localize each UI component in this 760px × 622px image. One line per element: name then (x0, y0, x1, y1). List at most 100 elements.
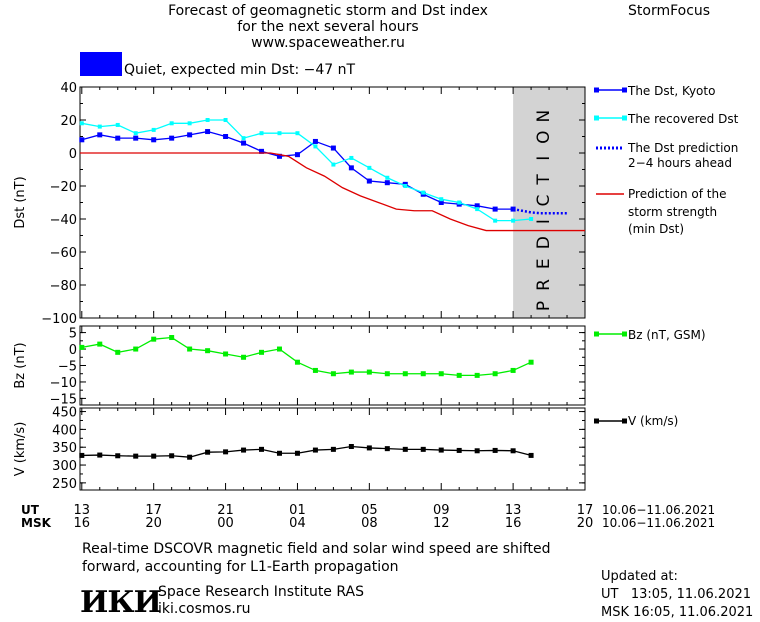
data-point-bz (115, 349, 121, 355)
data-point-bz (133, 346, 139, 352)
legend-label-dst_kyoto: The Dst, Kyoto (627, 84, 715, 98)
data-point-dst_recovered (223, 118, 228, 122)
legend-marker-dst_recovered (622, 115, 627, 121)
y-tick-label: 450 (52, 406, 77, 421)
data-point-dst_kyoto (223, 134, 229, 139)
data-point-bz (420, 371, 426, 377)
institute-name: Space Research Institute RAS (158, 584, 364, 600)
data-point-speed (330, 446, 336, 452)
status-swatch (80, 52, 122, 76)
data-point-dst_recovered (367, 165, 372, 170)
data-point-dst_recovered (475, 207, 480, 212)
ut-tick-label: 01 (289, 503, 306, 518)
data-point-bz (79, 344, 85, 350)
data-point-dst_recovered (169, 121, 174, 126)
prediction-label-letter: R (534, 279, 554, 291)
msk-date-range: 10.06−11.06.2021 (602, 516, 716, 530)
y-tick-label: 0 (69, 343, 77, 358)
y-tick-label: −100 (41, 312, 77, 327)
data-point-dst_recovered (79, 121, 84, 126)
data-point-dst_kyoto (384, 180, 390, 186)
legend-marker-dst_kyoto (622, 87, 627, 93)
y-axis-label: Dst (nT) (13, 176, 28, 228)
title-line-3: www.spaceweather.ru (251, 35, 405, 51)
series-line-dst_prediction (512, 207, 568, 215)
data-point-speed (223, 449, 229, 455)
data-point-bz (384, 371, 390, 377)
y-tick-label: −10 (50, 376, 77, 391)
data-point-speed (169, 453, 175, 459)
data-point-speed (366, 445, 372, 451)
msk-tick-label: 00 (217, 516, 234, 531)
series-line-bz (81, 336, 532, 377)
panel-frame (79, 86, 586, 319)
ut-tick-label: 17 (145, 503, 162, 518)
y-tick-label: 5 (69, 327, 77, 342)
status-text: Quiet, expected min Dst: −47 nT (124, 62, 356, 78)
footnote-line-2: forward, accounting for L1-Earth propaga… (82, 559, 399, 575)
y-tick-label: −60 (50, 246, 77, 261)
updated-ut: UT 13:05, 11.06.2021 (601, 587, 752, 602)
legend-label-dst_prediction: The Dst prediction (627, 141, 738, 155)
data-point-bz (169, 335, 175, 341)
data-point-bz (97, 341, 103, 347)
data-point-speed (510, 448, 516, 454)
data-point-speed (348, 444, 354, 450)
data-point-bz (187, 346, 193, 352)
data-point-speed (97, 452, 103, 458)
series-line-dst_kyoto (81, 130, 514, 210)
panel-frame (79, 407, 586, 491)
data-point-bz (366, 369, 372, 375)
data-point-dst_kyoto (241, 140, 247, 146)
series-line-dst_recovered (81, 119, 532, 222)
data-point-bz (474, 372, 480, 378)
series-line-storm_strength (80, 152, 585, 232)
data-point-speed (205, 449, 211, 455)
y-tick-label: −20 (50, 180, 77, 195)
prediction-label-letter: I (534, 156, 554, 161)
data-point-dst_recovered (151, 127, 156, 132)
prediction-label-letter: N (534, 110, 554, 123)
prediction-label-letter: I (534, 219, 554, 224)
data-point-dst_kyoto (276, 153, 282, 159)
data-point-speed (115, 453, 121, 459)
data-point-bz (276, 346, 282, 352)
data-point-bz (528, 359, 534, 365)
updated-msk: MSK 16:05, 11.06.2021 (601, 605, 754, 620)
data-point-dst_recovered (457, 200, 462, 205)
prediction-label-letter: P (534, 301, 554, 311)
y-tick-label: 0 (69, 147, 77, 162)
data-point-speed (133, 453, 139, 459)
title-line-2: for the next several hours (237, 19, 419, 35)
msk-axis-label: MSK (21, 516, 51, 530)
data-point-speed (456, 447, 462, 453)
data-point-dst_kyoto (133, 135, 139, 141)
data-point-bz (294, 359, 300, 365)
data-point-speed (402, 446, 408, 452)
y-tick-label: 350 (52, 441, 77, 456)
data-point-dst_kyoto (492, 206, 498, 212)
data-point-bz (312, 367, 318, 373)
y-tick-label: −15 (50, 392, 77, 407)
legend-marker-dst_recovered (594, 115, 599, 121)
data-point-dst_kyoto (366, 178, 372, 184)
data-point-dst_recovered (205, 118, 210, 122)
legend-marker-dst_kyoto (594, 87, 599, 93)
data-point-dst_recovered (133, 131, 138, 136)
data-point-speed (294, 450, 300, 456)
data-point-bz (151, 336, 157, 342)
data-point-bz (492, 371, 498, 377)
data-point-dst_kyoto (259, 148, 265, 154)
institute-url: iki.cosmos.ru (158, 601, 251, 617)
prediction-label-letter: O (534, 131, 554, 144)
data-point-speed (187, 454, 193, 460)
msk-tick-label: 04 (289, 516, 306, 531)
y-tick-label: 40 (60, 81, 77, 96)
data-point-dst_recovered (331, 162, 336, 167)
y-axis-label: V (km/s) (13, 422, 28, 477)
updated-info: Updated at: UT 13:05, 11.06.2021 MSK 16:… (601, 568, 753, 622)
data-point-dst_recovered (385, 175, 390, 180)
data-point-dst_recovered (511, 218, 516, 223)
ut-tick-label: 13 (74, 503, 91, 518)
data-point-dst_kyoto (205, 129, 211, 135)
